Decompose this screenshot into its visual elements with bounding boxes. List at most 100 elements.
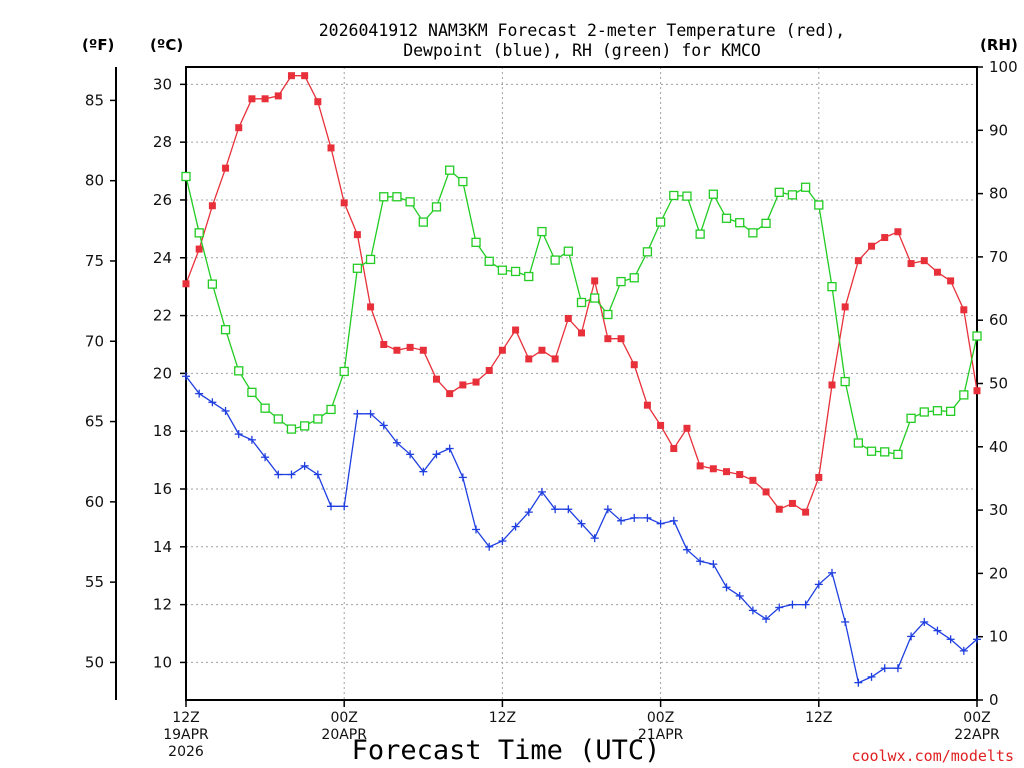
data-point: [723, 468, 731, 476]
data-point: [774, 187, 784, 197]
data-point: [893, 664, 902, 673]
data-point: [762, 488, 770, 496]
data-point: [564, 314, 572, 322]
data-point: [761, 218, 771, 229]
data-point: [709, 560, 718, 569]
data-point: [815, 473, 823, 481]
x-tick-label: 19APR: [163, 727, 209, 743]
rh-tick-label: 80: [989, 185, 1008, 203]
data-point: [313, 414, 323, 424]
data-point: [762, 615, 771, 624]
series-2-meter-temperature: [182, 72, 981, 516]
data-point: [893, 449, 903, 460]
data-point: [446, 390, 454, 398]
credit-link[interactable]: coolwx.com/modelts: [851, 747, 1014, 765]
data-point: [590, 534, 599, 543]
data-point: [431, 202, 442, 212]
data-point: [617, 335, 625, 343]
data-point: [367, 303, 375, 311]
rh-tick-label: 100: [989, 58, 1018, 76]
data-point: [709, 465, 717, 473]
fahrenheit-tick-label: 70: [85, 332, 104, 350]
data-point: [432, 450, 441, 459]
data-point: [445, 444, 454, 453]
celsius-tick-label: 30: [153, 75, 172, 93]
grid-lines: [186, 67, 977, 700]
data-point: [392, 192, 402, 202]
data-point: [629, 273, 639, 283]
data-point: [248, 95, 256, 103]
data-point: [458, 176, 468, 187]
data-point: [273, 414, 283, 424]
rh-tick-label: 40: [989, 438, 1008, 456]
data-point: [393, 346, 401, 354]
data-point: [828, 381, 836, 389]
data-point: [932, 406, 943, 416]
x-tick-label: 22APR: [954, 727, 1000, 743]
x-tick-label: 00Z: [647, 710, 674, 726]
data-point: [972, 331, 982, 341]
data-series: [181, 72, 982, 687]
data-point: [840, 376, 850, 387]
data-point: [261, 453, 270, 462]
data-point: [576, 297, 587, 308]
data-point: [195, 245, 203, 253]
data-point: [406, 450, 415, 459]
data-point: [497, 265, 508, 275]
data-point: [867, 672, 876, 681]
data-point: [854, 257, 862, 265]
data-point: [380, 340, 388, 348]
data-point: [643, 401, 651, 409]
data-point: [419, 467, 428, 476]
data-point: [314, 98, 322, 106]
data-point: [841, 303, 849, 311]
data-point: [656, 519, 665, 528]
data-point: [432, 375, 440, 383]
data-point: [287, 470, 296, 479]
fahrenheit-unit-label: (ºF): [82, 36, 114, 54]
data-point: [564, 505, 573, 514]
data-point: [907, 260, 915, 268]
data-point: [353, 231, 361, 239]
data-point: [234, 366, 244, 376]
data-point: [195, 389, 204, 398]
data-point: [787, 190, 798, 200]
celsius-tick-label: 28: [153, 133, 172, 151]
data-point: [920, 257, 928, 265]
data-point: [524, 271, 534, 282]
data-point: [945, 406, 956, 417]
data-point: [419, 346, 427, 354]
data-point: [973, 387, 981, 395]
x-tick-label: 2026: [168, 744, 204, 760]
data-point: [959, 646, 968, 655]
data-point: [604, 335, 612, 343]
series-dewpoint: [182, 372, 981, 687]
rh-tick-label: 70: [989, 248, 1008, 266]
data-point: [669, 516, 678, 525]
data-point: [182, 372, 190, 381]
data-point: [946, 635, 955, 644]
data-point: [695, 229, 705, 239]
data-point: [683, 424, 691, 432]
data-point: [511, 522, 520, 531]
data-point: [630, 361, 638, 369]
fahrenheit-tick-label: 50: [85, 653, 104, 671]
data-point: [800, 182, 811, 192]
rh-unit-label: (RH): [980, 36, 1018, 54]
data-point: [906, 413, 916, 423]
data-point: [392, 438, 401, 447]
data-point: [313, 470, 322, 479]
rh-tick-label: 10: [989, 628, 1008, 646]
data-point: [498, 537, 507, 546]
data-point: [406, 343, 414, 351]
data-point: [748, 228, 758, 238]
rh-tick-label: 90: [989, 121, 1008, 139]
data-point: [525, 355, 533, 363]
fahrenheit-tick-label: 65: [85, 413, 104, 431]
data-point: [907, 632, 916, 641]
data-point: [247, 387, 257, 398]
x-tick-label: 00Z: [330, 710, 357, 726]
x-tick-label: 20APR: [321, 727, 367, 743]
x-axis-label: Forecast Time (UTC): [352, 735, 661, 766]
data-point: [299, 421, 310, 431]
